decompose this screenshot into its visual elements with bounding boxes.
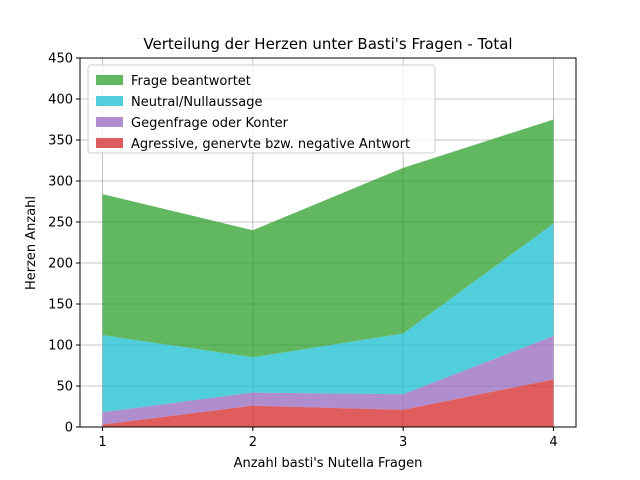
legend-label: Neutral/Nullaussage [131,95,263,110]
y-tick-label: 250 [48,216,73,231]
x-tick-label: 3 [399,435,407,450]
legend: Frage beantwortet Neutral/Nullaussage Gege… [87,64,436,154]
y-tick-label: 200 [48,257,73,272]
y-tick-label: 0 [65,421,73,436]
y-tick-label: 350 [48,134,73,149]
legend-swatch [96,138,123,148]
y-axis-label: Herzen Anzahl [24,196,39,290]
y-tick-label: 400 [48,93,73,108]
x-tick-label: 2 [249,435,257,450]
series-area-0 [102,379,554,427]
y-tick-label: 50 [56,380,73,395]
legend-label: Frage beantwortet [131,74,251,89]
series-areas [102,119,554,427]
x-tick-label: 1 [98,435,106,450]
x-axis-label: Anzahl basti's Nutella Fragen [234,456,423,471]
chart-title: Verteilung der Herzen unter Basti's Frag… [143,35,512,53]
legend-swatch [96,75,123,85]
x-tick-label: 4 [549,435,557,450]
y-tick-label: 150 [48,298,73,313]
series-area-1 [102,335,554,425]
series-area-3 [102,119,554,358]
legend-label: Gegenfrage oder Konter [131,116,289,131]
legend-swatch [96,117,123,127]
legend-swatch [96,96,123,106]
y-tick-label: 300 [48,175,73,190]
y-tick-label: 100 [48,339,73,354]
series-area-2 [102,223,554,413]
axes [79,57,577,428]
tick-labels: 0 50 100 150 200 250 300 350 400 450 1 2 3 4 [48,52,557,451]
legend-box [87,64,436,154]
plot-frame [79,57,577,428]
y-tick-label: 450 [48,52,73,67]
legend-label: Agressive, genervte bzw. negative Antwor… [131,137,410,152]
